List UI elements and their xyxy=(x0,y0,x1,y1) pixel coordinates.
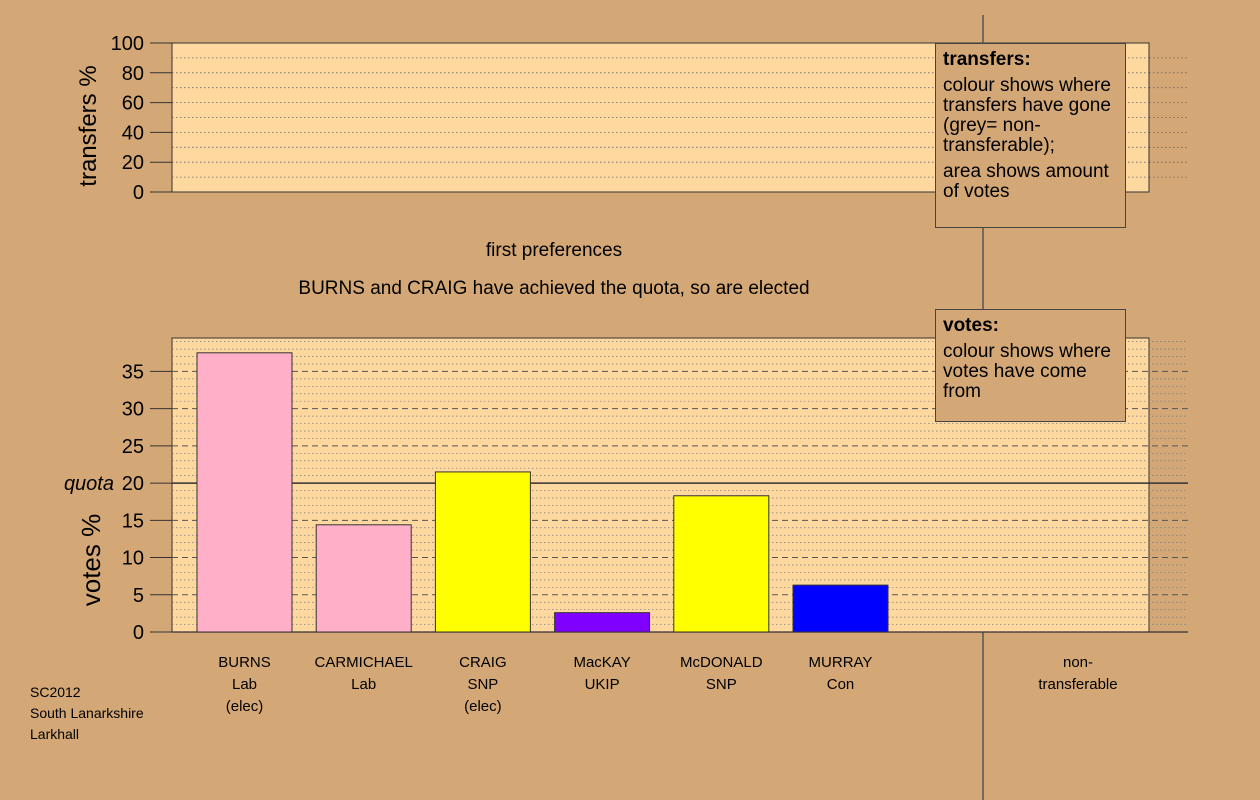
candidate-labels: BURNS Lab (elec) CARMICHAEL Lab CRAIG SNP (elec… xyxy=(218,654,1117,715)
votes-panel: 0 5 10 15 20 25 30 35 BURNS Lab (elec) CARMICHAEL L… xyxy=(64,337,1188,715)
transfers-grid xyxy=(1149,57,1188,178)
votes-y-ticks: 0 5 10 15 20 25 30 35 xyxy=(122,361,172,644)
bar-mcdonald xyxy=(673,495,770,633)
bar-mackay xyxy=(554,612,651,633)
candidate-label-line: Lab xyxy=(232,676,257,693)
candidate-label-line: MacKAY xyxy=(573,654,630,671)
transfers-y-ticks: 0 20 40 60 80 100 xyxy=(111,33,172,204)
transfers-tick-label: 0 xyxy=(133,182,144,204)
votes-tick-label: 5 xyxy=(133,585,144,607)
status-message: BURNS and CRAIG have achieved the quota,… xyxy=(298,278,809,299)
votes-tick-label: 15 xyxy=(122,510,144,532)
transfers-legend-title: transfers: xyxy=(943,49,1031,70)
footer-caption: SC2012 South Lanarkshire Larkhall xyxy=(30,682,144,745)
transfers-legend-colour-note: colour shows where transfers have gone (… xyxy=(943,75,1111,156)
transfers-y-axis-label: transfers % xyxy=(75,65,102,186)
footer-election: SC2012 xyxy=(30,684,81,700)
votes-tick-label: 10 xyxy=(122,548,144,570)
transfers-gridlines xyxy=(172,57,1149,178)
candidate-label-line: SNP xyxy=(706,676,737,693)
bar-craig xyxy=(434,471,531,633)
transfers-legend: transfers: colour shows where transfers … xyxy=(935,43,1126,228)
transfers-tick-label: 80 xyxy=(122,63,144,85)
transfers-tick-label: 60 xyxy=(122,93,144,115)
candidate-label-line: UKIP xyxy=(585,676,620,693)
non-transferable-label: transferable xyxy=(1038,676,1117,693)
transfers-legend-area-note: area shows amount of votes xyxy=(943,161,1109,202)
votes-tick-label: 30 xyxy=(122,399,144,421)
candidate-label-line: McDONALD xyxy=(680,654,763,671)
candidate-label-line: Con xyxy=(827,676,855,693)
candidate-label-line: SNP xyxy=(467,676,498,693)
bar-burns xyxy=(196,352,293,633)
votes-tick-label: 20 xyxy=(122,473,144,495)
footer-ward: Larkhall xyxy=(30,726,80,742)
candidate-label-line: MURRAY xyxy=(809,654,873,671)
votes-legend-colour-note: colour shows where votes have come from xyxy=(943,341,1111,402)
bar-murray xyxy=(792,584,889,633)
votes-bars xyxy=(196,352,889,633)
votes-tick-label: 35 xyxy=(122,361,144,383)
votes-legend-title: votes: xyxy=(943,315,999,336)
non-transferable-label: non- xyxy=(1063,654,1093,671)
votes-tick-label: 0 xyxy=(133,622,144,644)
votes-legend: votes: colour shows where votes have com… xyxy=(935,309,1126,422)
transfers-tick-label: 40 xyxy=(122,122,144,144)
candidate-label-line: (elec) xyxy=(226,698,264,715)
footer-council: South Lanarkshire xyxy=(30,705,144,721)
transfers-tick-label: 20 xyxy=(122,152,144,174)
candidate-label-line: BURNS xyxy=(218,654,271,671)
candidate-label-line: CARMICHAEL xyxy=(315,654,413,671)
candidate-label-line: CRAIG xyxy=(459,654,507,671)
votes-y-axis-label: votes % xyxy=(76,514,106,607)
candidate-label-line: (elec) xyxy=(464,698,502,715)
quota-label: quota xyxy=(64,473,114,495)
votes-tick-label: 25 xyxy=(122,436,144,458)
bar-carmichael xyxy=(315,524,412,633)
stage-label: first preferences xyxy=(486,240,622,261)
candidate-label-line: Lab xyxy=(351,676,376,693)
transfers-tick-label: 100 xyxy=(111,33,144,55)
